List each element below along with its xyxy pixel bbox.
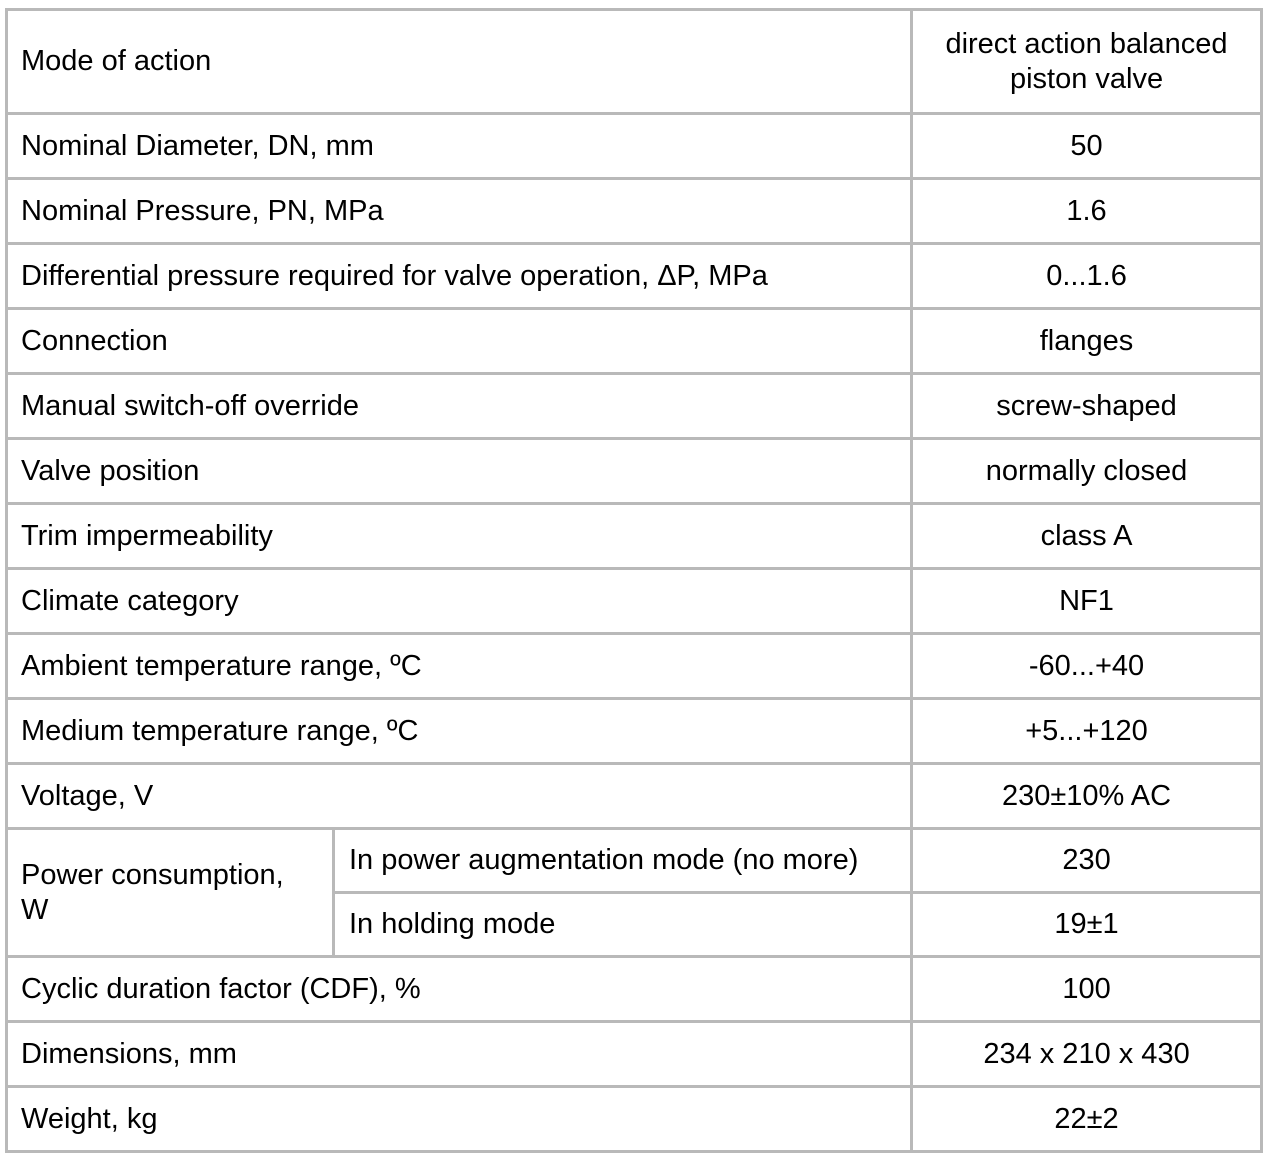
value-cell: NF1 — [910, 567, 1264, 635]
table-row: Mode of action direct action balanced pi… — [4, 8, 1264, 115]
table-row: Dimensions, mm 234 x 210 x 430 — [4, 1020, 1264, 1088]
table-row: Climate category NF1 — [4, 567, 1264, 635]
spec-sheet-page: Mode of action direct action balanced pi… — [0, 8, 1266, 1169]
label-cell: Ambient temperature range, ºC — [4, 632, 914, 700]
label-cell: Mode of action — [4, 8, 914, 115]
value-cell: +5...+120 — [910, 697, 1264, 765]
label-cell: Manual switch-off override — [4, 372, 914, 440]
table-row: Manual switch-off override screw-shaped — [4, 372, 1264, 440]
value-cell: 50 — [910, 112, 1264, 180]
value-cell: 230 — [910, 827, 1264, 894]
value-cell: 230±10% AC — [910, 762, 1264, 830]
label-cell: Dimensions, mm — [4, 1020, 914, 1088]
label-cell: Nominal Pressure, PN, MPa — [4, 177, 914, 245]
table-row: Connection flanges — [4, 307, 1264, 375]
sub-label-cell: In power augmentation mode (no more) — [331, 827, 914, 894]
value-cell: 19±1 — [910, 891, 1264, 958]
table-row: Voltage, V 230±10% AC — [4, 762, 1264, 830]
power-consumption-label-cell: Power consumption, W — [5, 827, 335, 958]
value-cell: flanges — [910, 307, 1264, 375]
value-cell: -60...+40 — [910, 632, 1264, 700]
label-cell: Climate category — [4, 567, 914, 635]
value-cell: 0...1.6 — [910, 242, 1264, 310]
label-cell: Nominal Diameter, DN, mm — [4, 112, 914, 180]
value-cell: normally closed — [910, 437, 1264, 505]
table-row: Valve position normally closed — [4, 437, 1264, 505]
table-row: Medium temperature range, ºC +5...+120 — [4, 697, 1264, 765]
table-row: Trim impermeability class A — [4, 502, 1264, 570]
table-row: Weight, kg 22±2 — [4, 1085, 1264, 1153]
label-cell: Medium temperature range, ºC — [4, 697, 914, 765]
table-row-power-augmentation: Power consumption, W In power augmentati… — [5, 827, 1264, 958]
valve-spec-table: Mode of action direct action balanced pi… — [4, 8, 1264, 1153]
table-row: Cyclic duration factor (CDF), % 100 — [4, 955, 1264, 1023]
value-cell: 22±2 — [910, 1085, 1264, 1153]
value-cell: 100 — [910, 955, 1264, 1023]
table-row-power-holding: In holding mode 19±1 — [7, 891, 1264, 958]
label-cell: Differential pressure required for valve… — [4, 242, 914, 310]
table-row: Differential pressure required for valve… — [4, 242, 1264, 310]
table-row: Nominal Pressure, PN, MPa 1.6 — [4, 177, 1264, 245]
value-cell: screw-shaped — [910, 372, 1264, 440]
table-row: Nominal Diameter, DN, mm 50 — [4, 112, 1264, 180]
label-cell: Weight, kg — [4, 1085, 914, 1153]
table-row: Ambient temperature range, ºC -60...+40 — [4, 632, 1264, 700]
label-cell: Valve position — [4, 437, 914, 505]
label-cell: Cyclic duration factor (CDF), % — [4, 955, 914, 1023]
value-cell: class A — [910, 502, 1264, 570]
sub-label-cell: In holding mode — [331, 891, 914, 958]
label-cell: Connection — [4, 307, 914, 375]
value-cell: direct action balanced piston valve — [910, 8, 1264, 115]
value-cell: 1.6 — [910, 177, 1264, 245]
label-cell: Trim impermeability — [4, 502, 914, 570]
label-cell: Voltage, V — [4, 762, 914, 830]
value-cell: 234 x 210 x 430 — [910, 1020, 1264, 1088]
